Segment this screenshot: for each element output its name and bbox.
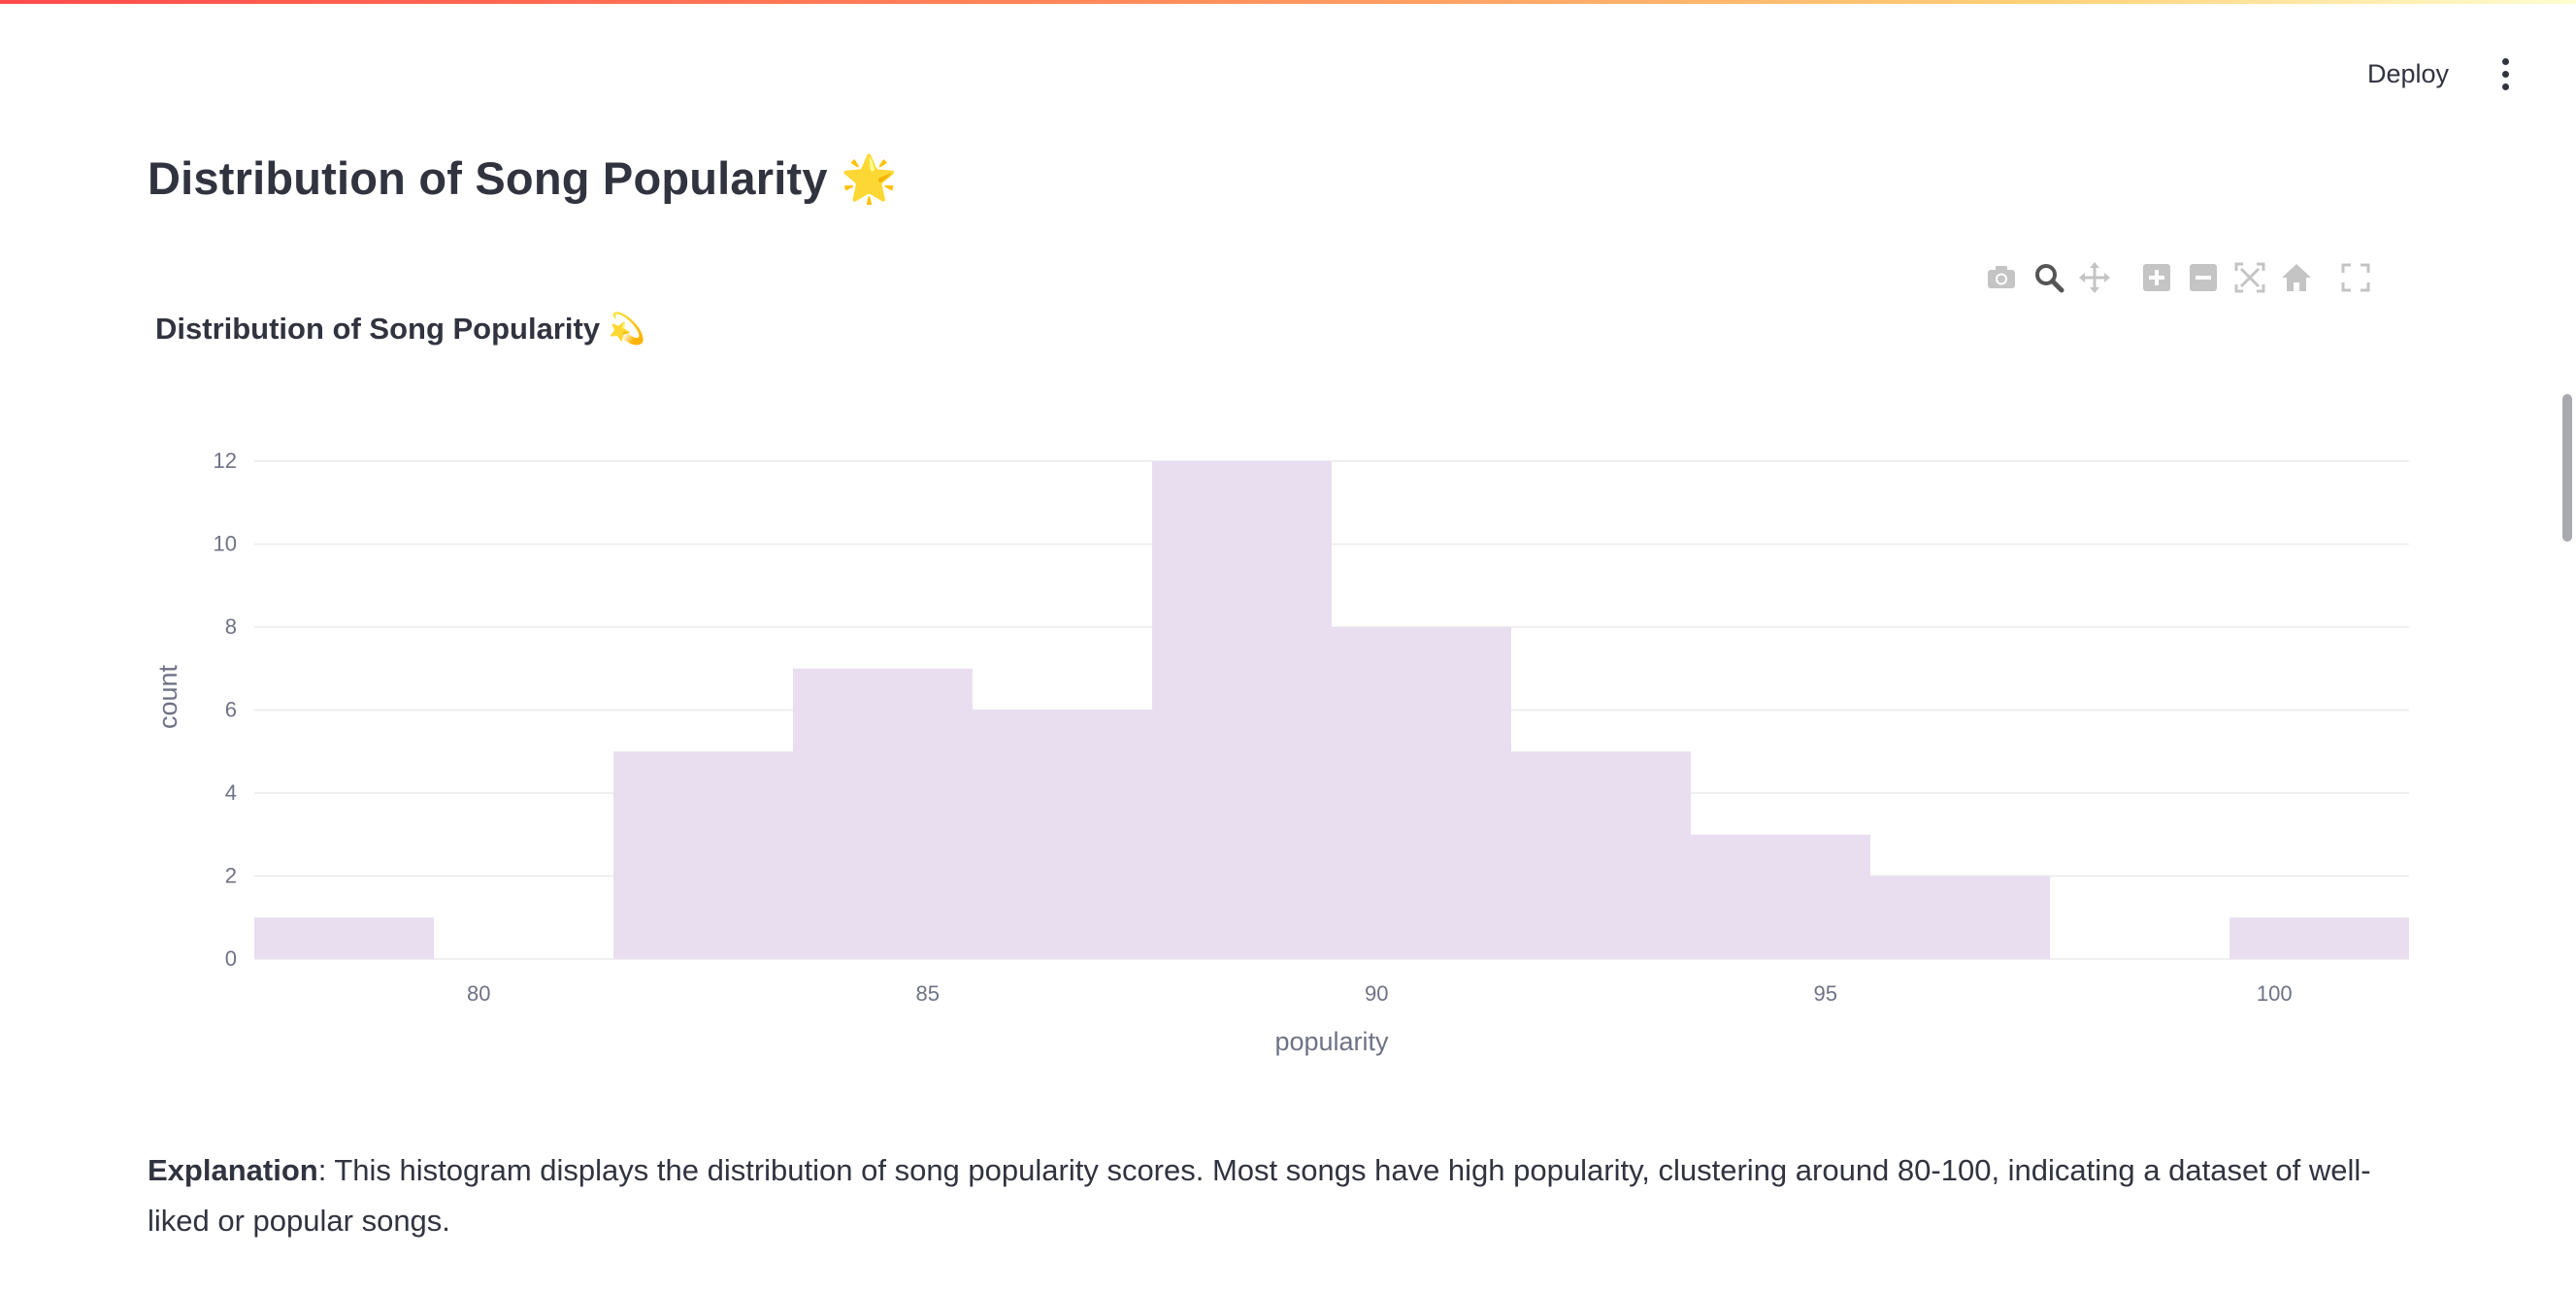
top-decoration-bar bbox=[0, 0, 2576, 4]
chart-modebar bbox=[1980, 254, 2407, 301]
x-tick-label: 95 bbox=[1814, 981, 1837, 1006]
camera-icon[interactable] bbox=[1980, 254, 2023, 301]
zoom-icon[interactable] bbox=[2028, 254, 2070, 301]
x-tick-label: 100 bbox=[2257, 981, 2293, 1006]
histogram-bar[interactable] bbox=[254, 917, 434, 959]
chart-title: Distribution of Song Popularity 💫 bbox=[155, 311, 645, 348]
histogram-bar[interactable] bbox=[1691, 834, 1870, 959]
y-axis-label: count bbox=[153, 664, 182, 729]
zoom-out-icon[interactable] bbox=[2182, 254, 2225, 301]
explanation-body: : This histogram displays the distributi… bbox=[148, 1153, 2371, 1238]
y-tick-label: 2 bbox=[225, 864, 237, 888]
zoom-in-icon[interactable] bbox=[2135, 254, 2178, 301]
y-tick-label: 0 bbox=[225, 946, 237, 971]
x-tick-label: 80 bbox=[467, 981, 490, 1006]
y-axis-ticks: 0 2 4 6 8 10 12 bbox=[214, 448, 237, 971]
x-tick-label: 90 bbox=[1365, 981, 1388, 1006]
y-tick-label: 6 bbox=[225, 698, 237, 722]
autoscale-icon[interactable] bbox=[2229, 254, 2271, 301]
pan-icon[interactable] bbox=[2073, 254, 2116, 301]
deploy-button[interactable]: Deploy bbox=[2366, 59, 2450, 88]
y-tick-label: 10 bbox=[214, 532, 237, 556]
fullscreen-icon[interactable] bbox=[2334, 254, 2377, 301]
explanation-label: Explanation bbox=[148, 1153, 318, 1187]
y-tick-label: 4 bbox=[225, 780, 237, 805]
kebab-menu-icon[interactable] bbox=[2485, 50, 2526, 97]
histogram-bar[interactable] bbox=[2229, 917, 2409, 959]
histogram-bar[interactable] bbox=[1511, 751, 1691, 959]
histogram-bar[interactable] bbox=[1152, 461, 1332, 959]
page-scrollbar[interactable] bbox=[2562, 394, 2572, 542]
histogram-bar[interactable] bbox=[1332, 627, 1511, 959]
x-axis-ticks: 80 85 90 95 100 bbox=[467, 981, 2293, 1006]
histogram-bar[interactable] bbox=[973, 710, 1152, 960]
x-axis-label: popularity bbox=[1274, 1027, 1389, 1056]
histogram-bars bbox=[254, 461, 2409, 959]
y-tick-label: 8 bbox=[225, 614, 237, 639]
histogram-bar[interactable] bbox=[793, 668, 973, 959]
app-header: Deploy bbox=[0, 0, 2576, 107]
x-tick-label: 85 bbox=[916, 981, 940, 1006]
page-title: Distribution of Song Popularity 🌟 bbox=[148, 152, 898, 204]
histogram-bar[interactable] bbox=[1870, 876, 2050, 960]
histogram-chart[interactable]: 0 2 4 6 8 10 12 80 85 90 95 100 Distribution of So… bbox=[0, 0, 2576, 1116]
reset-axes-icon[interactable] bbox=[2275, 254, 2318, 301]
y-tick-label: 12 bbox=[214, 448, 237, 473]
histogram-bar[interactable] bbox=[613, 751, 793, 959]
explanation-text: Explanation: This histogram displays the… bbox=[148, 1145, 2419, 1246]
